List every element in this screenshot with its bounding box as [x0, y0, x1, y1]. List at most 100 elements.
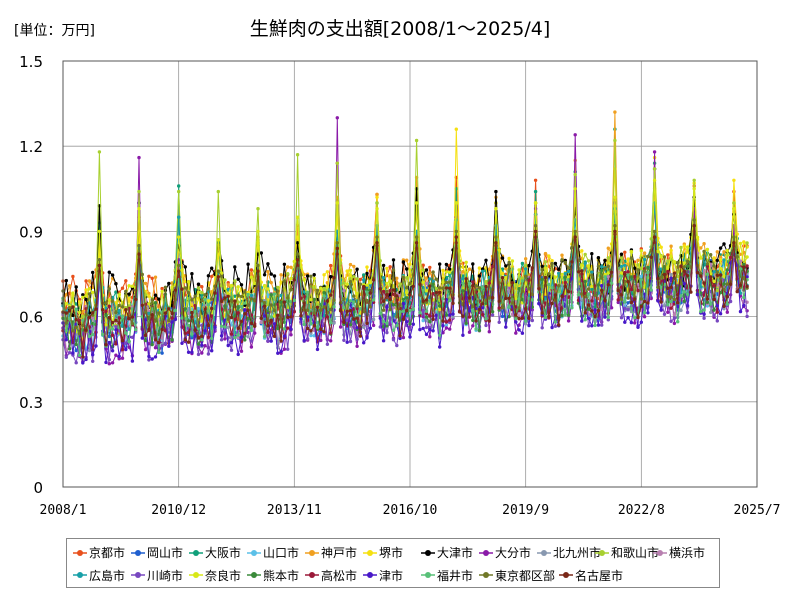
data-point — [596, 308, 601, 313]
data-point — [481, 302, 485, 306]
data-point — [269, 303, 273, 307]
data-point — [315, 288, 320, 292]
data-point — [312, 273, 316, 277]
data-point — [64, 301, 69, 306]
data-point — [269, 280, 273, 285]
data-point — [262, 320, 267, 324]
data-point — [203, 297, 207, 302]
data-point — [580, 292, 584, 296]
data-point — [388, 274, 392, 278]
data-point — [236, 311, 240, 315]
data-point — [566, 313, 571, 317]
legend-marker — [537, 549, 551, 556]
data-point — [87, 292, 92, 296]
data-point — [157, 332, 161, 336]
legend-item: 奈良市 — [189, 565, 247, 586]
data-point — [177, 258, 181, 262]
data-point — [160, 344, 164, 348]
data-point — [200, 351, 204, 355]
data-point — [616, 288, 620, 293]
x-axis-ticks: 2008/1 2010/12 2013/11 2016/10 2019/9 2022/8 2… — [40, 503, 781, 518]
data-point — [669, 306, 673, 310]
data-point — [183, 265, 187, 269]
data-point — [259, 320, 263, 325]
data-point — [305, 290, 310, 294]
data-point — [107, 358, 112, 362]
data-point — [451, 315, 455, 319]
data-point — [385, 281, 389, 286]
data-point — [104, 323, 108, 327]
data-point — [160, 289, 164, 294]
data-point — [87, 279, 92, 283]
data-point — [438, 262, 442, 266]
data-point — [408, 335, 412, 339]
data-point — [636, 268, 640, 272]
data-point — [490, 310, 495, 314]
data-point — [616, 298, 620, 302]
data-point — [583, 261, 587, 266]
data-point — [170, 285, 174, 289]
data-point — [728, 255, 733, 260]
data-point — [219, 324, 224, 328]
data-point — [448, 313, 452, 317]
data-point — [481, 306, 485, 310]
data-point — [566, 295, 571, 299]
data-point — [266, 330, 270, 334]
data-point — [395, 294, 399, 298]
data-point — [560, 313, 564, 318]
data-point — [593, 323, 597, 328]
data-point — [286, 315, 290, 320]
data-point — [527, 316, 531, 320]
data-point — [67, 284, 72, 288]
y-tick-label: 1.2 — [19, 138, 43, 156]
data-point — [312, 311, 316, 315]
data-point — [282, 262, 287, 266]
data-point — [471, 309, 475, 313]
data-point — [282, 347, 287, 351]
data-point — [543, 275, 548, 280]
data-point — [226, 325, 230, 330]
data-point — [484, 284, 488, 289]
data-point — [110, 349, 115, 353]
data-point — [170, 320, 174, 324]
data-point — [679, 294, 683, 298]
data-point — [471, 318, 475, 323]
data-point — [685, 310, 690, 315]
data-point — [140, 272, 144, 277]
data-point — [81, 309, 85, 314]
data-point — [566, 319, 571, 323]
data-point — [193, 328, 197, 332]
data-point — [74, 342, 78, 347]
data-point — [685, 304, 690, 308]
data-point — [590, 252, 594, 256]
data-point — [672, 316, 677, 320]
data-point — [616, 300, 620, 305]
data-point — [606, 283, 610, 287]
data-point — [219, 299, 224, 304]
data-point — [124, 279, 128, 283]
data-point — [315, 347, 320, 352]
data-point — [348, 323, 353, 327]
data-point — [590, 324, 594, 328]
data-point — [685, 274, 690, 278]
data-point — [524, 257, 528, 261]
data-point — [256, 263, 260, 268]
data-point — [497, 306, 501, 310]
data-point — [239, 283, 244, 287]
data-point — [411, 322, 415, 326]
data-point — [732, 235, 736, 239]
data-point — [120, 356, 125, 360]
data-point — [666, 286, 670, 290]
data-point — [613, 195, 617, 199]
data-point — [583, 311, 587, 315]
data-point — [91, 290, 95, 295]
data-point — [385, 330, 389, 335]
data-point — [408, 281, 412, 285]
data-point — [639, 304, 643, 309]
data-point — [742, 276, 746, 280]
data-point — [110, 361, 115, 365]
data-point — [586, 324, 591, 328]
data-point — [332, 321, 336, 325]
data-point — [633, 297, 637, 301]
data-point — [745, 241, 749, 245]
